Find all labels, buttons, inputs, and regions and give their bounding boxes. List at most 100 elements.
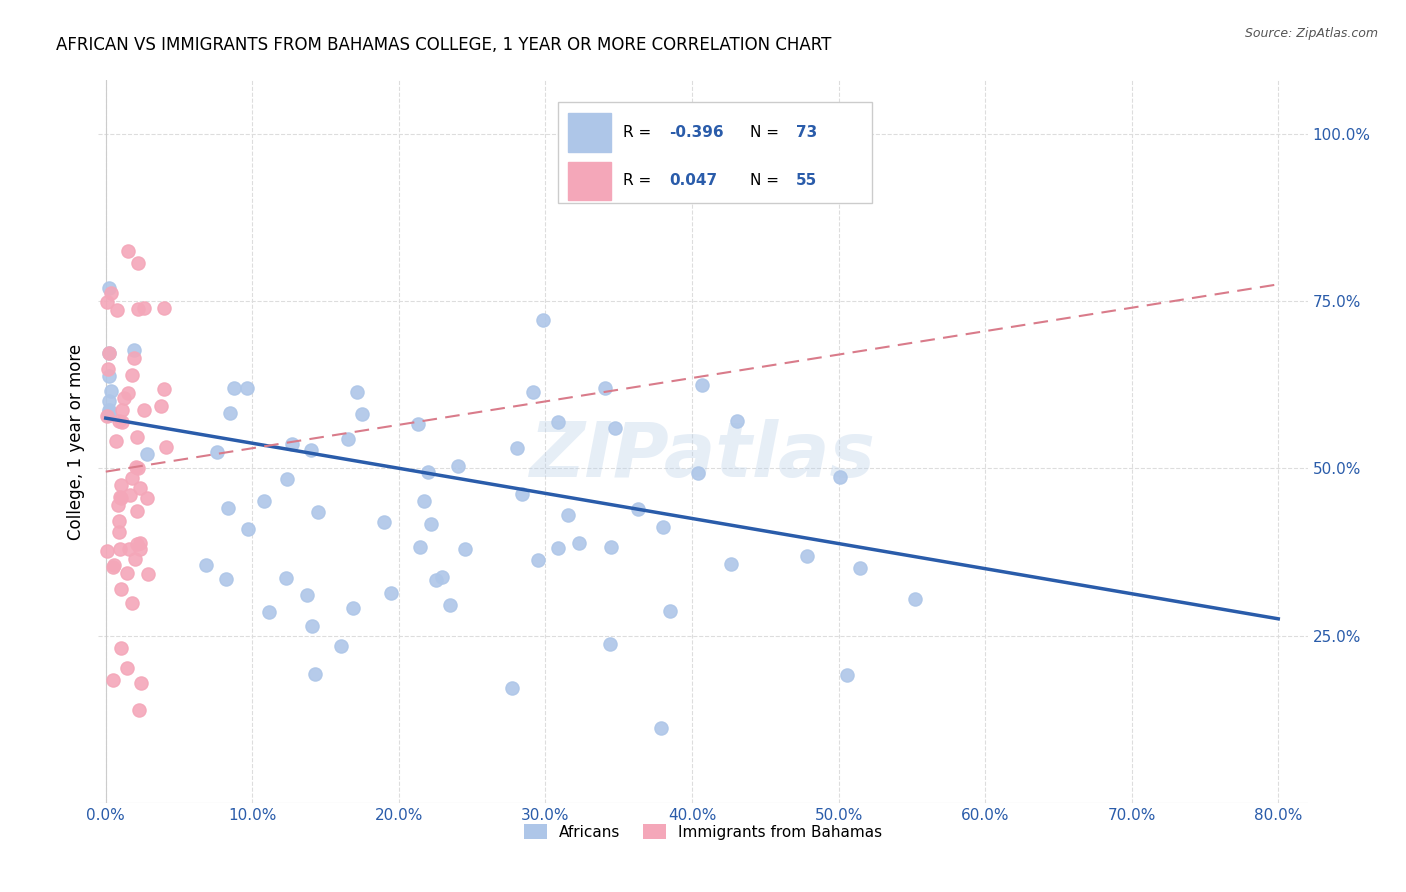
- Point: [236, 522, 259, 536]
- Point: [439, 598, 461, 612]
- Point: [100, 384, 122, 398]
- Point: [112, 391, 135, 405]
- Point: [122, 343, 145, 357]
- Point: [111, 415, 134, 429]
- Point: [205, 444, 228, 458]
- Point: [129, 542, 152, 557]
- Point: [153, 301, 176, 315]
- Point: [849, 561, 872, 575]
- FancyBboxPatch shape: [568, 161, 612, 200]
- Point: [108, 525, 131, 540]
- Point: [557, 508, 579, 523]
- Point: [295, 588, 318, 602]
- Point: [329, 640, 352, 654]
- Point: [304, 667, 326, 681]
- Point: [96, 544, 118, 558]
- Point: [121, 471, 143, 485]
- Point: [547, 415, 569, 429]
- Point: [301, 619, 323, 633]
- Text: ZIPatlas: ZIPatlas: [530, 419, 876, 493]
- Point: [110, 491, 132, 506]
- Point: [96, 295, 118, 310]
- Point: [118, 488, 141, 502]
- Point: [97, 408, 120, 422]
- Point: [125, 536, 148, 550]
- Point: [235, 381, 257, 395]
- Point: [97, 362, 120, 376]
- Point: [128, 703, 150, 717]
- Point: [627, 501, 650, 516]
- Point: [454, 541, 477, 556]
- Point: [650, 721, 672, 735]
- Point: [605, 421, 627, 435]
- Point: [103, 558, 125, 573]
- Point: [153, 382, 176, 396]
- Point: [659, 604, 682, 618]
- Point: [129, 481, 152, 495]
- Point: [111, 403, 134, 417]
- Point: [110, 582, 132, 596]
- Point: [547, 541, 569, 555]
- Point: [124, 459, 146, 474]
- Point: [129, 535, 152, 549]
- Point: [720, 557, 742, 571]
- Point: [108, 514, 131, 528]
- Point: [501, 681, 523, 695]
- Point: [124, 551, 146, 566]
- Point: [430, 570, 453, 584]
- Text: AFRICAN VS IMMIGRANTS FROM BAHAMAS COLLEGE, 1 YEAR OR MORE CORRELATION CHART: AFRICAN VS IMMIGRANTS FROM BAHAMAS COLLE…: [56, 36, 831, 54]
- Legend: Africans, Immigrants from Bahamas: Africans, Immigrants from Bahamas: [517, 818, 889, 846]
- Point: [299, 443, 322, 458]
- Text: -0.396: -0.396: [669, 125, 724, 140]
- Point: [510, 487, 533, 501]
- Point: [101, 673, 124, 688]
- FancyBboxPatch shape: [558, 102, 872, 203]
- Point: [150, 399, 173, 413]
- Point: [121, 597, 143, 611]
- Point: [132, 301, 155, 315]
- Point: [105, 303, 128, 318]
- Point: [127, 301, 149, 316]
- Point: [97, 403, 120, 417]
- Point: [837, 668, 859, 682]
- Point: [97, 409, 120, 423]
- Point: [419, 517, 441, 532]
- Point: [281, 437, 304, 451]
- Point: [108, 414, 131, 428]
- Point: [97, 405, 120, 419]
- Text: 0.047: 0.047: [669, 173, 717, 188]
- Point: [108, 491, 131, 505]
- Point: [136, 491, 159, 505]
- Point: [97, 281, 120, 295]
- Point: [257, 605, 280, 619]
- Point: [346, 385, 368, 400]
- Text: 73: 73: [796, 125, 817, 140]
- Point: [98, 346, 121, 360]
- Y-axis label: College, 1 year or more: College, 1 year or more: [67, 343, 86, 540]
- Point: [122, 351, 145, 365]
- Point: [118, 541, 141, 556]
- Point: [380, 586, 402, 600]
- Point: [796, 549, 818, 563]
- Point: [217, 500, 239, 515]
- Point: [155, 440, 177, 454]
- Text: R =: R =: [623, 173, 657, 188]
- Point: [115, 661, 138, 675]
- Point: [276, 571, 298, 585]
- Point: [904, 591, 927, 606]
- Point: [97, 369, 120, 384]
- Point: [725, 414, 748, 428]
- Point: [110, 478, 132, 492]
- Point: [127, 255, 149, 269]
- Point: [342, 600, 364, 615]
- Point: [531, 313, 554, 327]
- Point: [103, 560, 125, 574]
- Point: [690, 378, 713, 392]
- Point: [527, 553, 550, 567]
- Point: [599, 637, 621, 651]
- Point: [406, 417, 429, 432]
- Point: [425, 573, 447, 587]
- Point: [121, 368, 143, 382]
- Point: [134, 403, 156, 417]
- Point: [135, 447, 157, 461]
